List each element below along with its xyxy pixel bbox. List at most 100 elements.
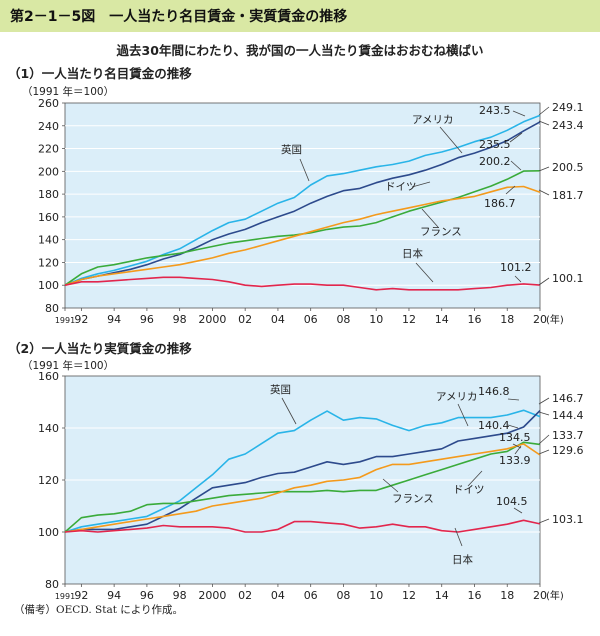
y-tick-label: 120 [38,256,59,269]
x-tick-label: 14 [435,313,449,326]
x-tick-label: 02 [238,589,252,602]
x-tick-label: 2000 [198,589,226,602]
y-tick-label: 160 [38,211,59,224]
panel2-title: （2）一人当たり実質賃金の推移 [8,341,192,356]
value-label: 129.6 [552,444,584,457]
value-label: 146.8 [478,385,510,398]
value-label: 134.5 [499,431,531,444]
y-tick-label: 220 [38,143,59,156]
series-label-uk: 英国 [270,383,291,396]
value-label: 133.7 [552,429,584,442]
value-label-leader [538,397,550,405]
value-label: 144.4 [552,409,584,422]
series-line-france [64,185,541,286]
series-label-leader [421,208,439,228]
series-label-leader [454,527,463,547]
plot-area [64,102,541,309]
value-label-leader [509,132,523,143]
value-label-leader [538,449,550,455]
x-tick-label: 10 [369,589,383,602]
x-tick-label: 06 [304,313,318,326]
value-label-leader [538,106,550,116]
value-label-leader [538,518,550,524]
figure-subtitle: 過去30年間にわたり、我が国の一人当たり賃金はおおむね横ばい [116,43,484,58]
y-tick-label: 160 [38,370,59,383]
series-label-japan: 日本 [452,553,473,566]
x-tick-label: 18 [500,589,514,602]
value-label: 104.5 [496,495,528,508]
value-label-leader [513,507,523,514]
y-tick-label: 140 [38,234,59,247]
value-label: 103.1 [552,513,584,526]
series-line-usa [64,410,541,533]
series-label-uk: 英国 [281,143,302,156]
series-label-france: フランス [392,493,434,505]
y-tick-label: 240 [38,120,59,133]
value-label-leader [505,185,516,195]
series-label-germany: ドイツ [385,181,417,193]
series-label-japan: 日本 [402,247,423,260]
y-tick-label: 260 [38,97,59,110]
value-label: 200.5 [552,161,584,174]
series-line-uk [64,409,541,533]
value-label: 243.4 [552,119,584,132]
x-axis-unit: (年) [546,589,564,602]
real-wage-chart: 80 100 120 140 160 1991 92 94 96 98 2000 02 04 06 08 10… [38,370,584,602]
x-tick-label: 98 [173,589,187,602]
x-tick-label: 16 [467,589,481,602]
series-label-leader [299,158,310,182]
series-label-leader [439,126,463,154]
value-label-leader [538,189,550,196]
x-tick-label: 1991 [55,592,75,601]
y-tick-label: 80 [45,302,59,315]
value-label-leader [512,110,526,117]
series-label-leader [415,262,434,283]
series-label-leader [411,181,431,188]
x-tick-label: 12 [402,589,416,602]
value-label-leader [538,434,550,445]
value-label: 200.2 [479,155,511,168]
y-tick-label: 100 [38,526,59,539]
y-tick-label: 100 [38,279,59,292]
x-tick-label: 94 [107,313,121,326]
x-tick-label: 14 [435,589,449,602]
series-label-leader [382,478,399,493]
panel1-title: （1）一人当たり名目賃金の推移 [8,66,192,81]
series-line-uk [64,114,541,286]
x-tick-label: 16 [467,313,481,326]
figure-header-bar: 第2－1－5図 一人当たり名目賃金・実質賃金の推移 [0,0,600,32]
value-label: 101.2 [500,261,532,274]
panel2-unit-note: （1991 年＝100） [22,360,115,372]
value-label-leader [510,160,522,171]
series-label-usa: アメリカ [436,391,477,403]
x-tick-label: 96 [140,589,154,602]
value-label: 146.7 [552,392,584,405]
x-tick-label: 18 [500,313,514,326]
value-label-leader [507,424,519,429]
series-line-germany [64,441,541,533]
y-tick-label: 180 [38,188,59,201]
x-tick-label: 1991 [55,316,75,325]
value-label: 249.1 [552,101,584,114]
x-tick-label: 08 [336,589,350,602]
x-tick-label: 04 [271,589,285,602]
source-note: （備考）OECD. Stat により作成。 [14,604,184,616]
nominal-wage-chart: 80 100 120 140 160 180 200 220 240 260 1991 92 94 96 9… [38,97,584,326]
value-label-leader [538,411,550,416]
series-label-leader [281,397,297,425]
series-line-japan [64,519,541,533]
series-line-japan [64,276,541,291]
y-tick-label: 200 [38,165,59,178]
value-label: 235.5 [479,138,511,151]
value-label-leader [507,398,520,401]
x-tick-label: 92 [74,589,88,602]
value-label-leader [538,277,550,286]
x-tick-label: 94 [107,589,121,602]
value-label: 133.9 [499,454,531,467]
x-axis-unit: (年) [546,313,564,326]
panel1-unit-note: （1991 年＝100） [22,86,115,98]
series-label-usa: アメリカ [412,114,453,126]
x-tick-label: 92 [74,313,88,326]
value-label-leader [538,120,550,126]
x-tick-label: 12 [402,313,416,326]
